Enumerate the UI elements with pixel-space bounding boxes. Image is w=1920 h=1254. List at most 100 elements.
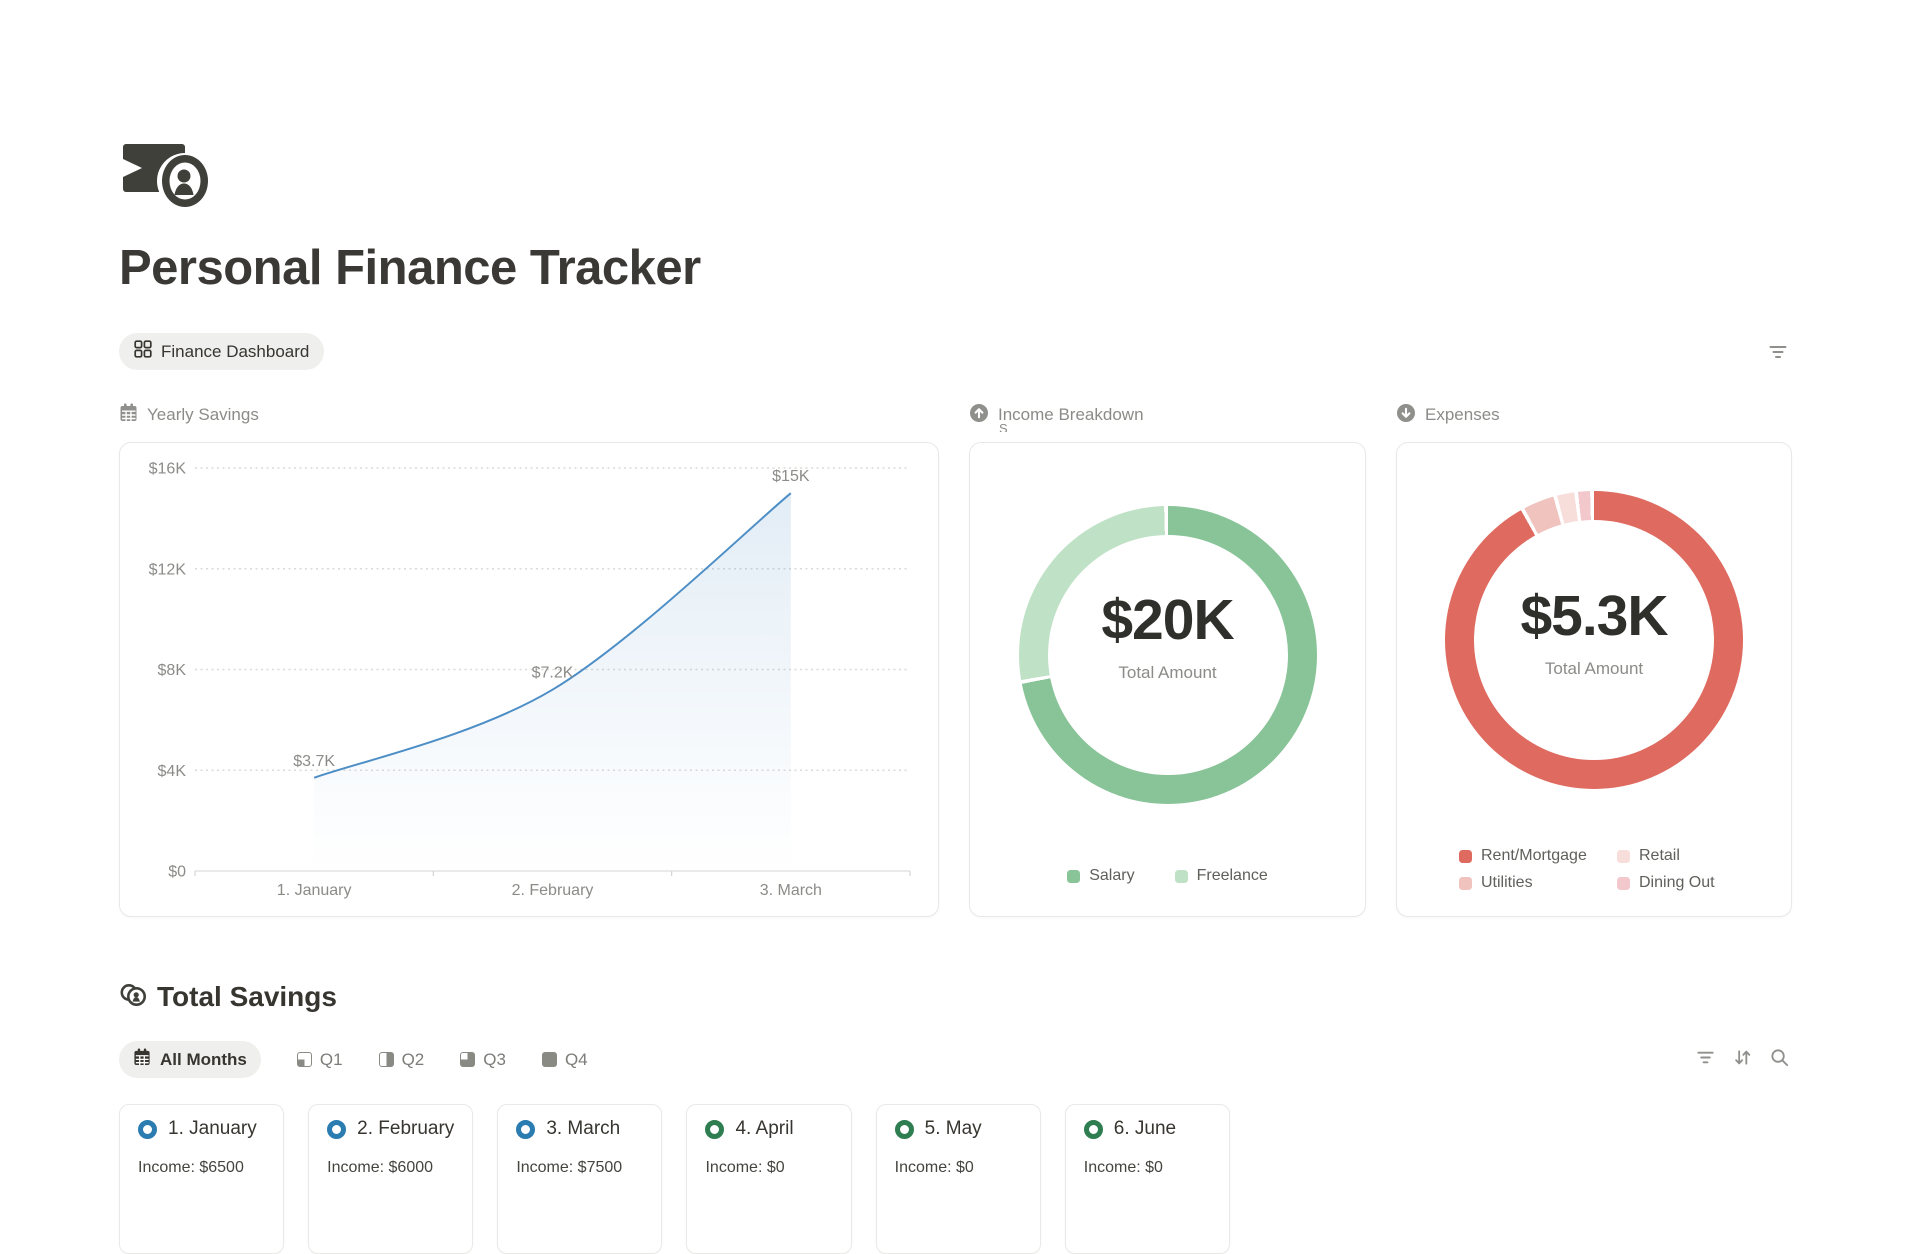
card-april[interactable]: 4. April Income: $0 xyxy=(686,1104,852,1254)
income-breakdown-label: Income Breakdown xyxy=(998,405,1144,424)
svg-text:1. January: 1. January xyxy=(277,882,352,899)
svg-text:$12K: $12K xyxy=(149,561,187,578)
tab-finance-dashboard[interactable]: Finance Dashboard xyxy=(119,333,325,370)
card-february[interactable]: 2. February Income: $6000 xyxy=(308,1104,474,1254)
income-breakdown-section: Income Breakdown S $20K Total Amount Sal… xyxy=(969,402,1366,917)
legend-item-retail: Retail xyxy=(1617,847,1775,865)
svg-text:$4K: $4K xyxy=(158,763,187,780)
money-banknote-icon xyxy=(121,138,219,215)
yearly-savings-header: Yearly Savings xyxy=(119,402,939,428)
expenses-legend: Rent/Mortgage Retail Utilities Dining Ou… xyxy=(1459,847,1775,892)
income-breakdown-card: $20K Total Amount Salary Freelance xyxy=(969,442,1366,917)
income-breakdown-header: Income Breakdown xyxy=(969,402,1366,428)
quarter-4-icon xyxy=(541,1052,557,1067)
month-title: 4. April xyxy=(735,1118,794,1139)
income-donut-center: $20K Total Amount xyxy=(1048,587,1288,683)
svg-text:$3.7K: $3.7K xyxy=(293,753,335,770)
salary-swatch xyxy=(1067,869,1081,883)
utilities-swatch xyxy=(1459,876,1472,890)
view-tab-row: Finance Dashboard xyxy=(119,333,1793,370)
expenses-total-label: Total Amount xyxy=(1544,659,1644,678)
filter-all-months[interactable]: All Months xyxy=(119,1041,261,1078)
filter-lines-icon[interactable] xyxy=(1693,1045,1717,1069)
legend-item-rent: Rent/Mortgage xyxy=(1459,847,1617,865)
income-total-label: Total Amount xyxy=(1118,663,1217,682)
month-title: 6. June xyxy=(1113,1118,1177,1139)
svg-text:$16K: $16K xyxy=(149,461,187,478)
retail-swatch xyxy=(1617,849,1630,863)
svg-text:$15K: $15K xyxy=(772,468,810,485)
yearly-savings-card: $0 $4K $8K $12K $16K 1. January 2. February 3. … xyxy=(119,442,939,917)
card-may[interactable]: 5. May Income: $0 xyxy=(875,1104,1041,1254)
expenses-donut-center: $5.3K Total Amount xyxy=(1474,583,1714,679)
dashboard-grid-icon xyxy=(134,340,152,363)
charts-row: Yearly Savings $0 $4K $8K $12K $16K 1. Januar… xyxy=(119,402,1792,917)
total-savings-heading: Total Savings xyxy=(119,981,337,1013)
card-march[interactable]: 3. March Income: $7500 xyxy=(497,1104,663,1254)
income-donut-chart xyxy=(1018,506,1317,804)
calendar-icon xyxy=(119,403,138,427)
dining-swatch xyxy=(1617,876,1630,890)
quarter-2-icon xyxy=(378,1052,394,1067)
filter-lines-icon[interactable] xyxy=(1765,339,1791,365)
filter-q2[interactable]: Q2 xyxy=(378,1050,424,1070)
coins-icon xyxy=(119,982,147,1013)
month-income: Income: $6000 xyxy=(327,1159,434,1176)
donut-ring-icon xyxy=(327,1119,347,1139)
month-income: Income: $0 xyxy=(894,1159,974,1176)
month-cards-row: 1. January Income: $6500 2. February Inc… xyxy=(119,1104,1230,1254)
expenses-card: $5.3K Total Amount Rent/Mortgage Retail … xyxy=(1396,442,1792,917)
expenses-donut-chart xyxy=(1445,491,1743,789)
svg-text:$0: $0 xyxy=(168,864,186,881)
svg-text:3. March: 3. March xyxy=(760,882,822,899)
month-income: Income: $0 xyxy=(1083,1159,1163,1176)
income-total-value: $20K xyxy=(1101,588,1234,652)
expenses-section: Expenses $5.3K Total Amount Rent/Mortgag… xyxy=(1396,402,1792,917)
month-income: Income: $7500 xyxy=(516,1159,623,1176)
month-income: Income: $0 xyxy=(705,1159,785,1176)
month-title: 2. February xyxy=(357,1118,455,1139)
quarter-1-icon xyxy=(296,1052,312,1067)
legend-item-dining: Dining Out xyxy=(1617,874,1775,892)
card-june[interactable]: 6. June Income: $0 xyxy=(1064,1104,1230,1254)
month-title: 5. May xyxy=(924,1118,982,1139)
tab-label: Finance Dashboard xyxy=(161,341,310,361)
calendar-icon xyxy=(133,1048,151,1071)
yearly-savings-label: Yearly Savings xyxy=(147,405,259,424)
yearly-savings-section: Yearly Savings $0 $4K $8K $12K $16K 1. Januar… xyxy=(119,402,939,917)
svg-text:$7.2K: $7.2K xyxy=(532,665,574,682)
month-title: 1. January xyxy=(168,1118,257,1139)
income-legend: Salary Freelance xyxy=(970,867,1365,885)
filter-q3[interactable]: Q3 xyxy=(460,1050,506,1070)
donut-ring-icon xyxy=(894,1119,914,1139)
rent-swatch xyxy=(1459,849,1472,863)
month-income: Income: $6500 xyxy=(138,1159,244,1176)
donut-ring-icon xyxy=(1083,1119,1103,1139)
legend-item-utilities: Utilities xyxy=(1459,874,1617,892)
filter-q1[interactable]: Q1 xyxy=(296,1050,343,1070)
legend-item-freelance: Freelance xyxy=(1174,867,1268,885)
expenses-label: Expenses xyxy=(1425,405,1500,424)
yearly-savings-chart: $0 $4K $8K $12K $16K 1. January 2. February 3. … xyxy=(149,461,911,899)
donut-ring-icon xyxy=(138,1119,157,1139)
expenses-header: Expenses xyxy=(1396,402,1792,428)
legend-item-salary: Salary xyxy=(1067,867,1135,885)
donut-ring-icon xyxy=(516,1119,536,1139)
filter-q4[interactable]: Q4 xyxy=(541,1050,588,1070)
card-january[interactable]: 1. January Income: $6500 xyxy=(119,1104,285,1254)
quarter-3-icon xyxy=(460,1052,476,1067)
list-toolbar xyxy=(1693,1045,1791,1069)
arrow-up-circle-icon xyxy=(969,403,989,428)
freelance-swatch xyxy=(1174,869,1188,883)
expenses-total-value: $5.3K xyxy=(1520,584,1668,648)
month-filters-row: All Months Q1 Q2 Q3 Q4 xyxy=(119,1041,1793,1078)
page-title: Personal Finance Tracker xyxy=(119,241,701,295)
donut-ring-icon xyxy=(705,1119,725,1139)
month-title: 3. March xyxy=(546,1118,621,1139)
total-savings-title: Total Savings xyxy=(157,981,337,1012)
search-icon[interactable] xyxy=(1767,1045,1791,1069)
page-content: Personal Finance Tracker Finance Dashboa… xyxy=(119,0,1793,1254)
sort-icon[interactable] xyxy=(1730,1045,1754,1069)
svg-text:2. February: 2. February xyxy=(512,882,594,899)
svg-text:$8K: $8K xyxy=(158,662,187,679)
